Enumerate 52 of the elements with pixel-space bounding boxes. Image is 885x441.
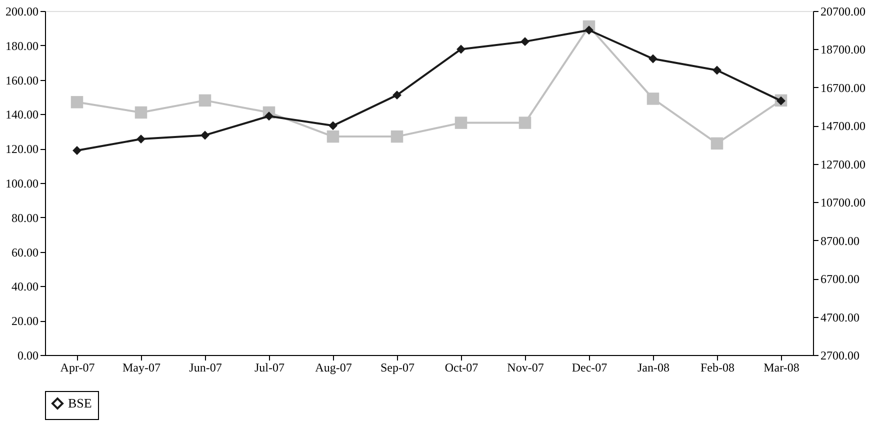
x-tick-label: Oct-07 bbox=[444, 360, 478, 374]
y-tick-label: 180.00 bbox=[6, 38, 38, 53]
y-tick-label: 40.00 bbox=[12, 280, 38, 294]
point bbox=[392, 90, 402, 100]
y2-tick-label: 20700.00 bbox=[820, 4, 866, 18]
point bbox=[72, 146, 82, 155]
point bbox=[520, 37, 530, 46]
y2-tick-label: 18700.00 bbox=[820, 42, 866, 57]
point bbox=[518, 116, 532, 129]
y2-tick-label: 14700.00 bbox=[820, 119, 866, 134]
y-tick-label: 60.00 bbox=[12, 245, 38, 260]
x-tick-label: Aug-07 bbox=[315, 360, 352, 374]
y2-tick-label: 6700.00 bbox=[820, 272, 860, 286]
x-tick-label: Jun-07 bbox=[189, 360, 222, 374]
point bbox=[70, 96, 84, 108]
point bbox=[712, 66, 722, 75]
point bbox=[198, 94, 212, 107]
x-tick-label: Dec-07 bbox=[572, 360, 608, 374]
legend-label: BSE bbox=[68, 396, 92, 410]
y2-tick-label: 12700.00 bbox=[820, 157, 866, 172]
point bbox=[454, 116, 468, 129]
point bbox=[648, 54, 658, 64]
point bbox=[136, 134, 146, 144]
point bbox=[134, 106, 148, 119]
x-tick-label: May-07 bbox=[122, 360, 160, 374]
y2-tick-label: 4700.00 bbox=[820, 310, 860, 324]
y-tick-label: 0.00 bbox=[18, 348, 38, 362]
point bbox=[326, 130, 340, 143]
y2-tick-label: 10700.00 bbox=[820, 196, 866, 210]
point bbox=[390, 130, 404, 143]
y-tick-label: 120.00 bbox=[6, 142, 38, 156]
x-tick-label: Jan-08 bbox=[638, 360, 670, 374]
point bbox=[328, 121, 338, 130]
y-tick-label: 20.00 bbox=[12, 314, 38, 328]
x-tick-label: Sep-07 bbox=[380, 360, 414, 374]
x-tick-label: Feb-08 bbox=[700, 360, 734, 374]
point bbox=[646, 92, 660, 105]
x-tick-label: Apr-07 bbox=[60, 360, 95, 374]
x-tick-label: Mar-08 bbox=[764, 360, 800, 374]
point bbox=[456, 44, 466, 54]
x-tick-label: Nov-07 bbox=[507, 360, 544, 374]
y-tick-label: 160.00 bbox=[6, 73, 38, 88]
point bbox=[710, 137, 724, 150]
y-tick-label: 140.00 bbox=[6, 108, 38, 122]
y-tick-label: 200.00 bbox=[6, 4, 38, 18]
y-tick-label: 80.00 bbox=[12, 210, 38, 225]
point bbox=[200, 130, 210, 140]
y2-tick-label: 2700.00 bbox=[820, 348, 860, 362]
x-tick-label: Jul-07 bbox=[254, 360, 284, 374]
y2-tick-label: 8700.00 bbox=[820, 234, 860, 248]
y2-tick-label: 16700.00 bbox=[820, 80, 866, 95]
y-tick-label: 100.00 bbox=[6, 176, 38, 190]
